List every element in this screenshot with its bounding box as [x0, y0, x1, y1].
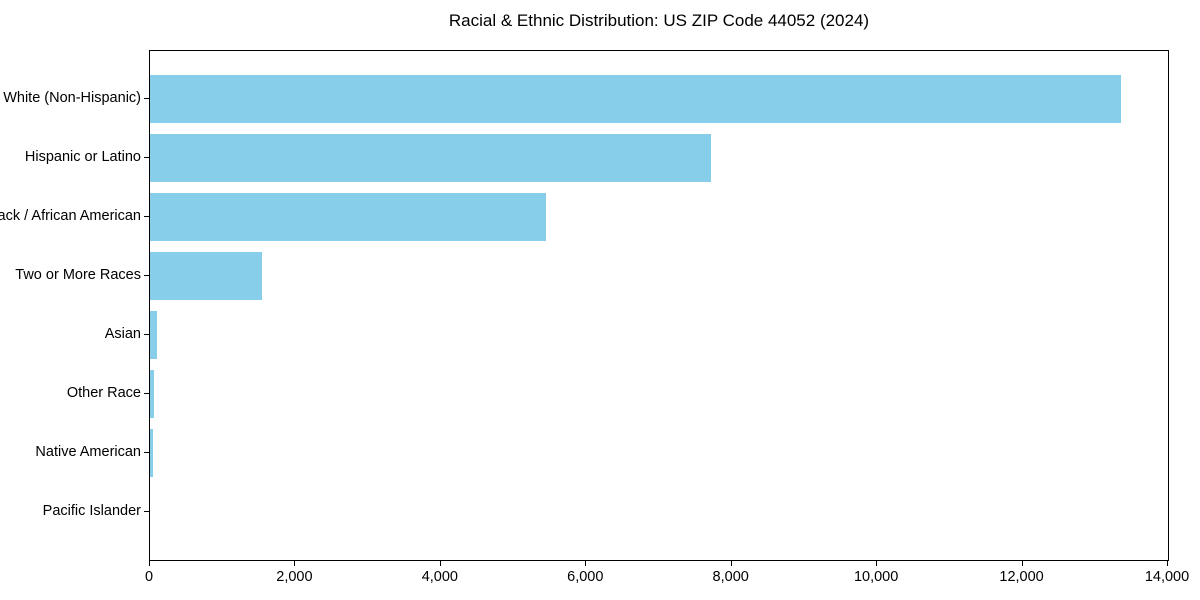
x-axis-tick-label: 8,000	[712, 569, 749, 585]
y-tick-mark	[144, 157, 149, 158]
x-axis-tick-label: 12,000	[999, 569, 1044, 585]
x-axis-tick-label: 10,000	[853, 569, 899, 585]
bar	[150, 311, 158, 359]
x-tick-mark	[294, 561, 296, 566]
y-tick-mark	[144, 393, 149, 394]
plot-area	[149, 50, 1169, 561]
x-tick-mark	[1021, 561, 1023, 566]
x-tick-mark	[876, 561, 878, 566]
y-axis-label: Asian	[104, 326, 141, 342]
chart-title: Racial & Ethnic Distribution: US ZIP Cod…	[448, 11, 870, 30]
bar	[150, 75, 1121, 123]
x-tick-mark	[585, 561, 587, 566]
y-axis-label: Black / African American	[0, 208, 141, 224]
bar	[150, 370, 154, 418]
x-axis-tick-label: 0	[144, 569, 154, 585]
x-axis-tick-label: 4,000	[421, 569, 458, 585]
x-tick-mark	[149, 561, 150, 566]
bar	[150, 429, 154, 477]
bar	[150, 193, 547, 241]
x-tick-mark	[1167, 561, 1168, 566]
y-tick-mark	[144, 452, 149, 453]
y-axis-label: Two or More Races	[15, 267, 141, 283]
x-axis-tick-label: 6,000	[567, 569, 604, 585]
x-axis-tick-label: 2,000	[276, 569, 313, 585]
bar	[150, 252, 262, 300]
y-axis-label: White (Non-Hispanic)	[3, 90, 141, 106]
x-tick-mark	[730, 561, 732, 566]
y-tick-mark	[144, 98, 149, 99]
y-tick-mark	[144, 275, 149, 276]
y-axis-label: Other Race	[66, 385, 141, 401]
y-axis-label: Pacific Islander	[42, 503, 141, 519]
bar	[150, 134, 711, 182]
y-tick-mark	[144, 216, 149, 217]
x-tick-mark	[439, 561, 441, 566]
y-axis-label: Hispanic or Latino	[24, 149, 141, 165]
x-axis-tick-label: 14,000	[1144, 569, 1190, 585]
y-tick-mark	[144, 511, 149, 512]
y-tick-mark	[144, 334, 149, 335]
y-axis-label: Native American	[35, 444, 141, 460]
